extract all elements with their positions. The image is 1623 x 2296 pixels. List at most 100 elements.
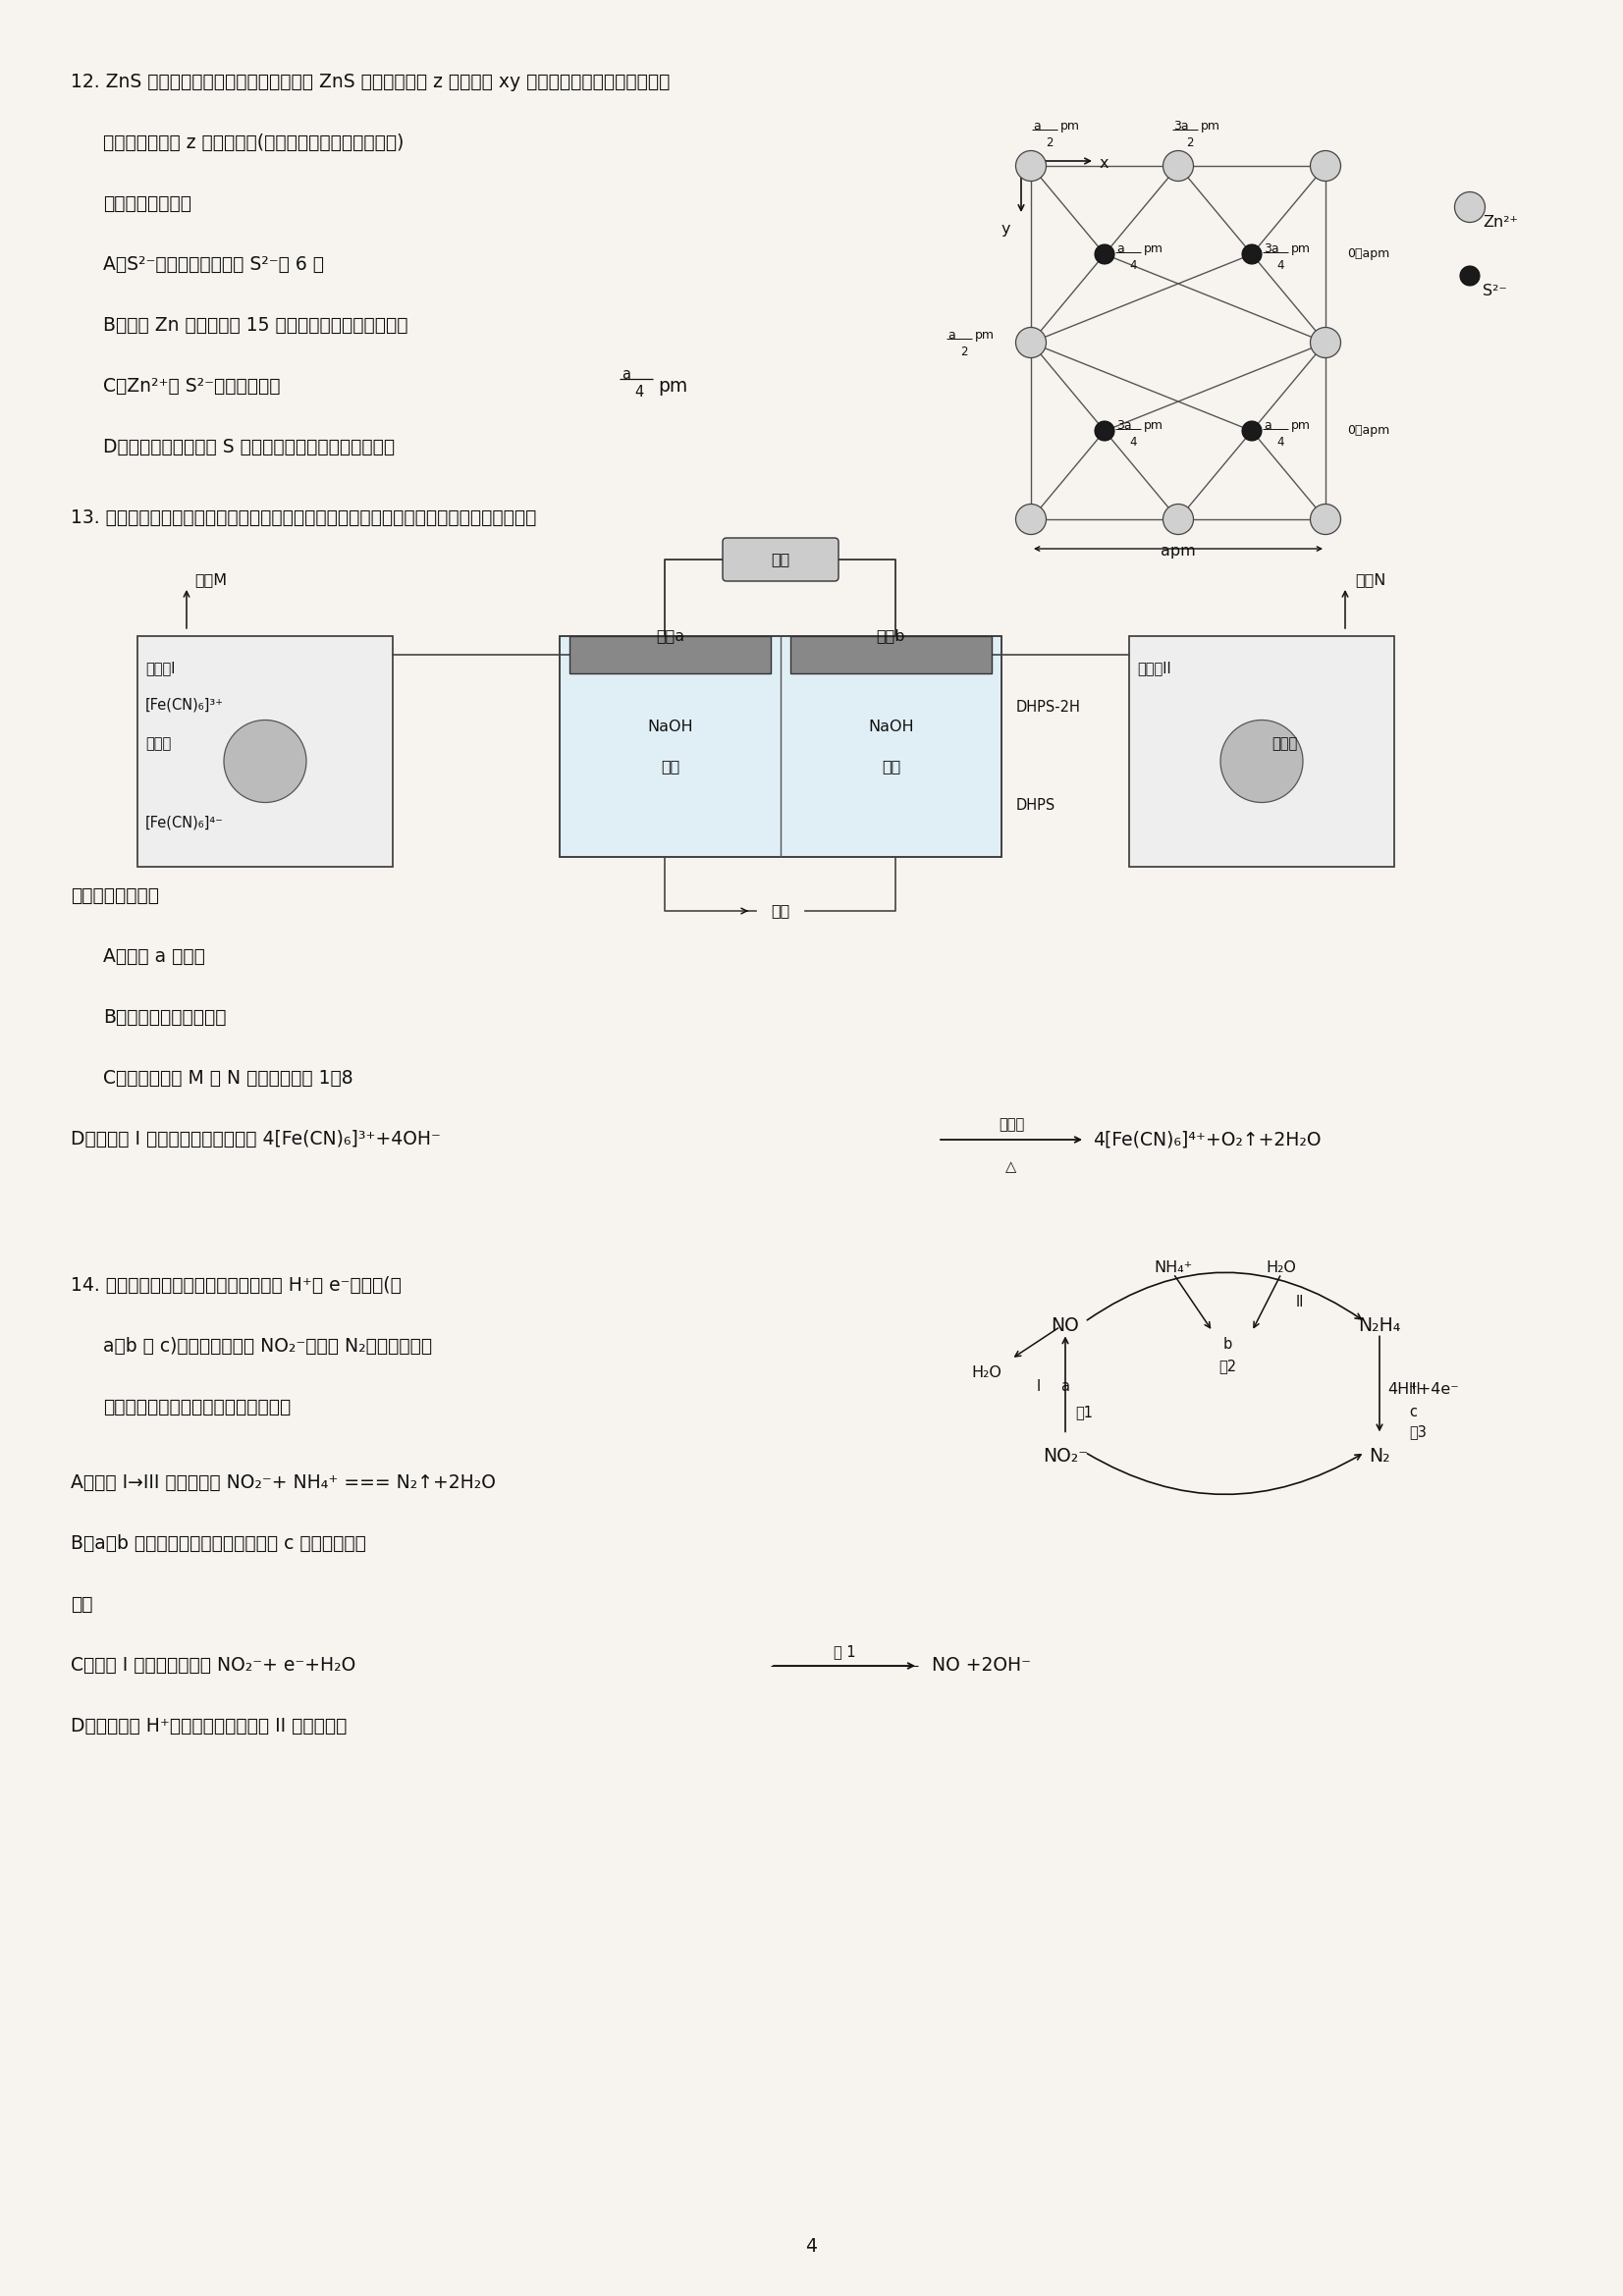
- Text: 反应器II: 反应器II: [1138, 661, 1172, 675]
- Text: 2: 2: [961, 344, 967, 358]
- Text: NO: NO: [1052, 1316, 1079, 1336]
- Text: 催化剂: 催化剂: [1271, 737, 1297, 751]
- Circle shape: [1016, 505, 1047, 535]
- Circle shape: [1310, 505, 1341, 535]
- FancyBboxPatch shape: [722, 537, 839, 581]
- Text: 4[Fe(CN)₆]⁴⁺+O₂↑+2H₂O: 4[Fe(CN)₆]⁴⁺+O₂↑+2H₂O: [1092, 1130, 1321, 1148]
- Circle shape: [1096, 420, 1115, 441]
- Text: NH₄⁺: NH₄⁺: [1154, 1261, 1193, 1277]
- Text: 3a: 3a: [1117, 420, 1131, 432]
- Text: 下列说法正确的是: 下列说法正确的是: [104, 195, 192, 214]
- Text: a: a: [1264, 420, 1271, 432]
- Text: B．隔膜为阳离子交换膜: B．隔膜为阳离子交换膜: [104, 1008, 226, 1026]
- Text: 反应器I: 反应器I: [146, 661, 175, 675]
- Text: y: y: [1001, 223, 1011, 236]
- Text: 4: 4: [1276, 436, 1284, 448]
- Circle shape: [1461, 266, 1480, 285]
- Bar: [560, 636, 1001, 856]
- Text: C．生成的气体 M 与 N 的质量之比为 1：8: C．生成的气体 M 与 N 的质量之比为 1：8: [104, 1070, 354, 1088]
- Text: 14. 科学家发现某些生物酶体系可以促进 H⁺和 e⁻的转移(如: 14. 科学家发现某些生物酶体系可以促进 H⁺和 e⁻的转移(如: [71, 1277, 401, 1295]
- Circle shape: [1096, 243, 1115, 264]
- Circle shape: [1242, 420, 1261, 441]
- Text: 催化剂: 催化剂: [998, 1118, 1024, 1132]
- Text: 酶 1: 酶 1: [833, 1644, 855, 1660]
- Text: 溶液: 溶液: [881, 758, 901, 774]
- Text: B．基态 Zn 原子核外有 15 种空间运动状态不同的电子: B．基态 Zn 原子核外有 15 种空间运动状态不同的电子: [104, 317, 407, 335]
- Text: pm: pm: [1292, 420, 1311, 432]
- Text: 酶2: 酶2: [1219, 1359, 1237, 1373]
- Text: C．过程 I 中反应可表示为 NO₂⁻+ e⁻+H₂O: C．过程 I 中反应可表示为 NO₂⁻+ e⁻+H₂O: [71, 1655, 355, 1674]
- Text: H₂O: H₂O: [1266, 1261, 1297, 1277]
- Text: I: I: [1037, 1380, 1040, 1394]
- Text: pm: pm: [1144, 243, 1164, 255]
- Text: 12. ZnS 是一种重要的光导体材料。如图是 ZnS 的某种晶胞沿 z 轴方向在 xy 平面的投影，原子旁标注的数: 12. ZnS 是一种重要的光导体材料。如图是 ZnS 的某种晶胞沿 z 轴方向…: [71, 73, 670, 92]
- Text: 3a: 3a: [1173, 119, 1188, 133]
- Circle shape: [1016, 328, 1047, 358]
- Bar: [138, 636, 393, 868]
- Circle shape: [1164, 505, 1193, 535]
- Text: 字是该原子位于 z 轴上的高度(部分相同位置的原子未标注): 字是该原子位于 z 轴上的高度(部分相同位置的原子未标注): [104, 133, 404, 152]
- Bar: [1130, 636, 1394, 868]
- Text: A．过程 I→III 的总反应为 NO₂⁻+ NH₄⁺ === N₂↑+2H₂O: A．过程 I→III 的总反应为 NO₂⁻+ NH₄⁺ === N₂↑+2H₂O: [71, 1474, 495, 1492]
- Text: N₂: N₂: [1368, 1446, 1391, 1465]
- Text: 气体M: 气体M: [195, 572, 227, 588]
- Text: 4: 4: [1130, 436, 1136, 448]
- Circle shape: [1310, 328, 1341, 358]
- Circle shape: [1310, 152, 1341, 181]
- Text: S²⁻: S²⁻: [1482, 285, 1508, 298]
- Text: c: c: [1409, 1405, 1417, 1419]
- Text: x: x: [1100, 156, 1109, 170]
- Text: 电源: 电源: [771, 551, 790, 567]
- Circle shape: [1454, 193, 1485, 223]
- Text: 隔膜: 隔膜: [771, 902, 790, 918]
- Text: 酶3: 酶3: [1409, 1424, 1427, 1440]
- Text: N₂H₄: N₂H₄: [1358, 1316, 1401, 1336]
- Text: III: III: [1409, 1382, 1422, 1396]
- Circle shape: [1016, 152, 1047, 181]
- Text: II: II: [1297, 1295, 1305, 1311]
- Text: Zn²⁺: Zn²⁺: [1482, 216, 1518, 230]
- Text: a: a: [1117, 243, 1125, 255]
- Text: 0或apm: 0或apm: [1347, 425, 1389, 436]
- Bar: [790, 636, 992, 673]
- Text: a: a: [622, 367, 630, 381]
- Text: 2: 2: [1045, 135, 1053, 149]
- Text: 4H⁺+4e⁻: 4H⁺+4e⁻: [1388, 1382, 1459, 1396]
- Text: 电极a: 电极a: [656, 629, 685, 643]
- Text: 反应过程如图所示。下列说法错误的是: 反应过程如图所示。下列说法错误的是: [104, 1398, 291, 1417]
- Text: a: a: [1032, 119, 1040, 133]
- Text: 4: 4: [1276, 259, 1284, 271]
- Text: pm: pm: [975, 328, 995, 342]
- Text: DHPS-2H: DHPS-2H: [1016, 700, 1081, 714]
- Text: pm: pm: [1060, 119, 1079, 133]
- Text: a: a: [1060, 1380, 1070, 1394]
- Text: B．a、b 两过程转移的电子数之和等于 c 过程转移的电: B．a、b 两过程转移的电子数之和等于 c 过程转移的电: [71, 1534, 367, 1552]
- Text: D．反应器 I 中反应的离子方程式为 4[Fe(CN)₆]³⁺+4OH⁻: D．反应器 I 中反应的离子方程式为 4[Fe(CN)₆]³⁺+4OH⁻: [71, 1130, 441, 1148]
- Text: NaOH: NaOH: [648, 719, 693, 735]
- Text: A．S²⁻周围等距且最近的 S²⁻有 6 个: A．S²⁻周围等距且最近的 S²⁻有 6 个: [104, 255, 325, 273]
- Text: apm: apm: [1160, 544, 1196, 558]
- Text: A．电极 a 为阴极: A．电极 a 为阴极: [104, 948, 204, 967]
- Text: 13. 科学家研制了一种能在较低电压下获得氧气和氢气的电化学装置，工作原理示意图如图。: 13. 科学家研制了一种能在较低电压下获得氧气和氢气的电化学装置，工作原理示意图…: [71, 507, 537, 528]
- Text: H₂O: H₂O: [972, 1366, 1001, 1380]
- Text: a、b 和 c)，能将海洋中的 NO₂⁻转化为 N₂进入大气层，: a、b 和 c)，能将海洋中的 NO₂⁻转化为 N₂进入大气层，: [104, 1336, 432, 1355]
- Text: 下列说法正确的是: 下列说法正确的是: [71, 886, 159, 905]
- Bar: [570, 636, 771, 673]
- Text: pm: pm: [1201, 119, 1220, 133]
- Text: b: b: [1222, 1336, 1232, 1352]
- Text: pm: pm: [1144, 420, 1164, 432]
- Circle shape: [1164, 152, 1193, 181]
- Text: 溶液: 溶液: [661, 758, 680, 774]
- Text: NaOH: NaOH: [868, 719, 914, 735]
- Text: 0或apm: 0或apm: [1347, 248, 1389, 259]
- Text: DHPS: DHPS: [1016, 799, 1055, 813]
- Text: NO +2OH⁻: NO +2OH⁻: [925, 1655, 1031, 1674]
- Text: [Fe(CN)₆]⁴⁻: [Fe(CN)₆]⁴⁻: [146, 815, 224, 829]
- Circle shape: [1242, 243, 1261, 264]
- Text: pm: pm: [657, 377, 688, 395]
- Text: 气体N: 气体N: [1355, 572, 1386, 588]
- Text: 2: 2: [1186, 135, 1193, 149]
- Text: 4: 4: [1130, 259, 1136, 271]
- Text: 4: 4: [635, 386, 643, 400]
- Text: C．Zn²⁺与 S²⁻的最短距离为: C．Zn²⁺与 S²⁻的最短距离为: [104, 377, 281, 395]
